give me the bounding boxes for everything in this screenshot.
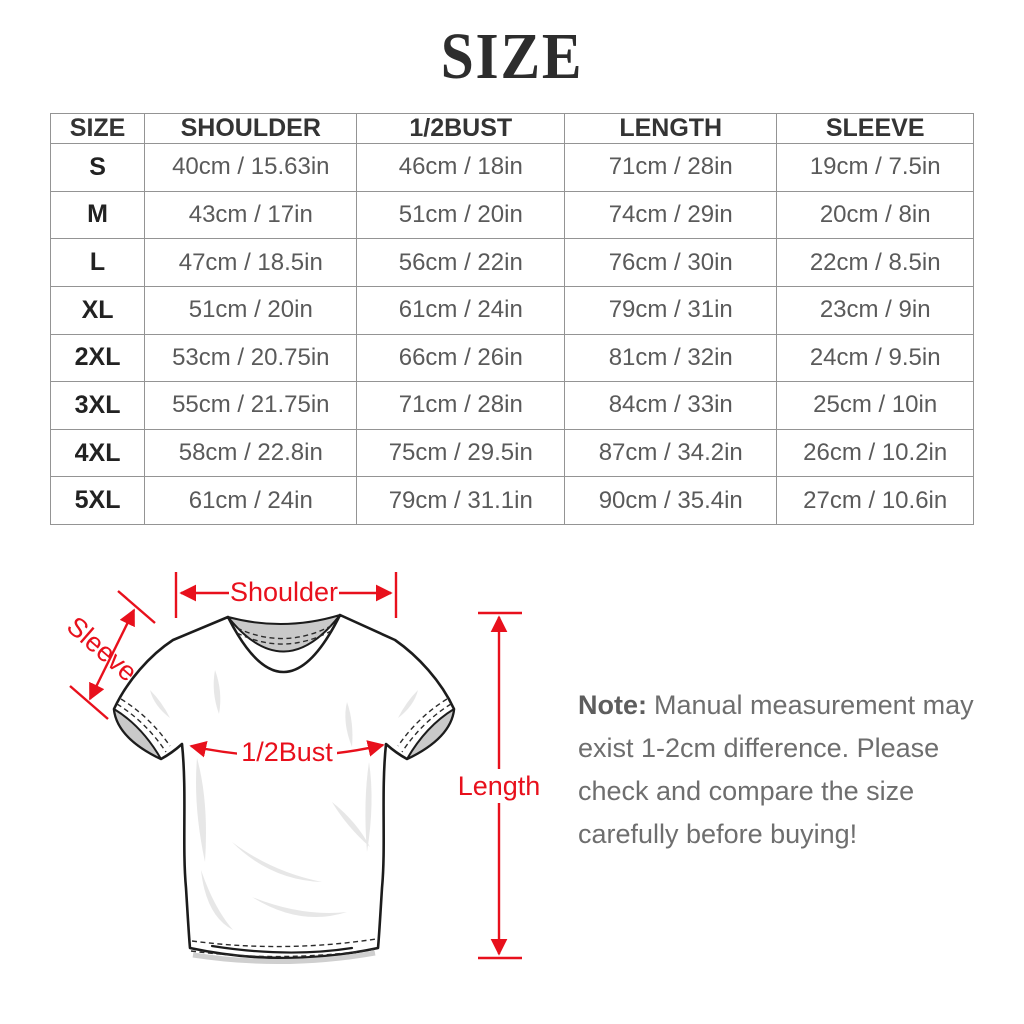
cell-shoulder: 53cm / 20.75in — [144, 333, 358, 383]
collar — [227, 614, 341, 653]
cell-sleeve: 25cm / 10in — [776, 381, 974, 430]
table-row: 4XL 58cm / 22.8in 75cm / 29.5in 87cm / 3… — [49, 428, 974, 478]
cell-size: 3XL — [49, 381, 146, 430]
page-title: SIZE — [440, 20, 584, 93]
cell-size: 4XL — [49, 428, 146, 478]
tshirt-body — [112, 613, 456, 960]
cell-bust: 56cm / 22in — [356, 238, 566, 287]
cell-sleeve: 20cm / 8in — [776, 190, 974, 240]
cell-bust: 61cm / 24in — [356, 285, 566, 335]
size-table: SIZE SHOULDER 1/2BUST LENGTH SLEEVE S 40… — [49, 113, 974, 525]
table-row: 3XL 55cm / 21.75in 71cm / 28in 84cm / 33… — [49, 381, 974, 430]
cell-length: 84cm / 33in — [564, 381, 778, 430]
cell-sleeve: 24cm / 9.5in — [776, 333, 974, 383]
cell-bust: 66cm / 26in — [356, 333, 566, 383]
measurement-diagram: Shoulder Sleeve 1/2Bust Length — [61, 572, 545, 964]
cell-bust: 71cm / 28in — [356, 381, 566, 430]
cell-length: 79cm / 31in — [564, 285, 778, 335]
cell-sleeve: 23cm / 9in — [776, 285, 974, 335]
cell-length: 76cm / 30in — [564, 238, 778, 287]
cell-size: 2XL — [49, 333, 146, 383]
note-label: Note: — [578, 690, 647, 720]
cell-shoulder: 43cm / 17in — [144, 190, 358, 240]
header-size: SIZE — [49, 113, 146, 144]
header-bust: 1/2BUST — [356, 113, 566, 144]
cell-size: 5XL — [49, 476, 146, 525]
length-dimension: Length — [453, 611, 545, 960]
cell-shoulder: 55cm / 21.75in — [144, 381, 358, 430]
table-row: S 40cm / 15.63in 46cm / 18in 71cm / 28in… — [49, 143, 974, 192]
table-row: 2XL 53cm / 20.75in 66cm / 26in 81cm / 32… — [49, 333, 974, 383]
table-row: 5XL 61cm / 24in 79cm / 31.1in 90cm / 35.… — [49, 476, 974, 525]
table-header-row: SIZE SHOULDER 1/2BUST LENGTH SLEEVE — [49, 113, 974, 144]
tshirt-wrinkles — [150, 670, 418, 930]
cell-shoulder: 51cm / 20in — [144, 285, 358, 335]
cell-bust: 51cm / 20in — [356, 190, 566, 240]
cell-bust: 46cm / 18in — [356, 143, 566, 192]
cell-shoulder: 40cm / 15.63in — [144, 143, 358, 192]
cell-sleeve: 27cm / 10.6in — [776, 476, 974, 525]
cell-sleeve: 26cm / 10.2in — [776, 428, 974, 478]
bust-label: 1/2Bust — [241, 737, 333, 767]
shoulder-dimension: Shoulder — [174, 572, 398, 618]
cell-bust: 75cm / 29.5in — [356, 428, 566, 478]
cell-length: 81cm / 32in — [564, 333, 778, 383]
table-row: L 47cm / 18.5in 56cm / 22in 76cm / 30in … — [49, 238, 974, 287]
bust-dimension: 1/2Bust — [189, 737, 385, 768]
length-label: Length — [458, 771, 541, 801]
shoulder-label: Shoulder — [230, 577, 338, 607]
cell-sleeve: 22cm / 8.5in — [776, 238, 974, 287]
note-text: Note: Manual measurement may exist 1-2cm … — [578, 684, 998, 856]
cell-shoulder: 61cm / 24in — [144, 476, 358, 525]
cell-size: M — [49, 190, 146, 240]
right-sleeve-cuff — [397, 698, 455, 760]
cell-length: 87cm / 34.2in — [564, 428, 778, 478]
cell-length: 90cm / 35.4in — [564, 476, 778, 525]
tshirt-graphic — [112, 613, 456, 964]
cell-bust: 79cm / 31.1in — [356, 476, 566, 525]
cell-size: S — [49, 143, 146, 192]
cell-sleeve: 19cm / 7.5in — [776, 143, 974, 192]
header-shoulder: SHOULDER — [144, 113, 358, 144]
table-row: XL 51cm / 20in 61cm / 24in 79cm / 31in 2… — [49, 285, 974, 335]
table-row: M 43cm / 17in 51cm / 20in 74cm / 29in 20… — [49, 190, 974, 240]
cell-size: L — [49, 238, 146, 287]
header-sleeve: SLEEVE — [776, 113, 974, 144]
cell-shoulder: 58cm / 22.8in — [144, 428, 358, 478]
header-length: LENGTH — [564, 113, 778, 144]
bottom-hem — [190, 938, 378, 964]
cell-size: XL — [49, 285, 146, 335]
cell-shoulder: 47cm / 18.5in — [144, 238, 358, 287]
left-sleeve-cuff — [113, 698, 171, 760]
note-body: Manual measurement may exist 1-2cm diffe… — [578, 690, 974, 849]
cell-length: 74cm / 29in — [564, 190, 778, 240]
cell-length: 71cm / 28in — [564, 143, 778, 192]
